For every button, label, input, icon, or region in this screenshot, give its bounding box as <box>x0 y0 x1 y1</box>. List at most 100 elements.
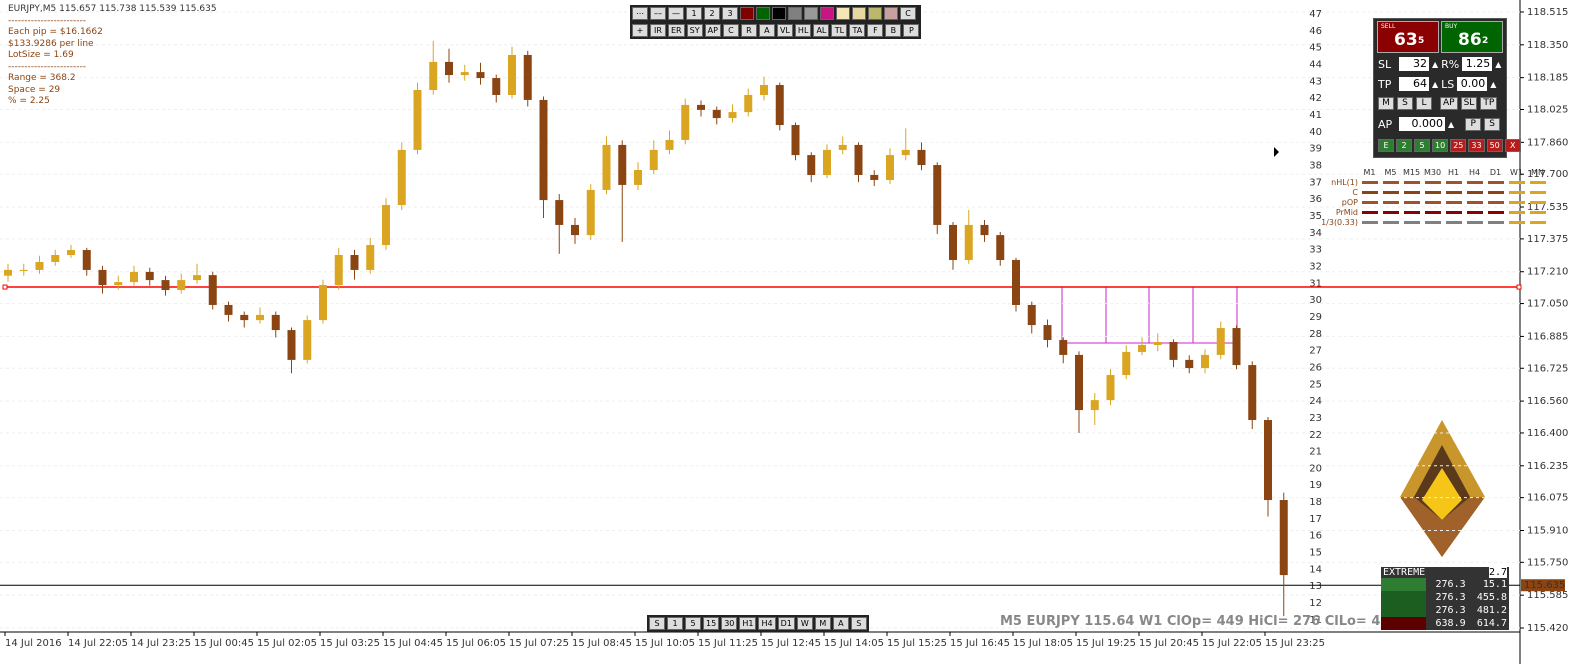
candle-body <box>870 174 879 180</box>
tool-button[interactable]: HL <box>794 24 812 37</box>
panel-button[interactable]: SL <box>1460 97 1478 110</box>
panel-button[interactable]: M <box>1378 97 1394 110</box>
info-line: % = 2.25 <box>8 96 50 106</box>
spinner[interactable]: ▲ <box>1495 59 1502 69</box>
x-tick-label: 15 Jul 02:05 <box>257 638 317 649</box>
timeframe-button[interactable]: A <box>832 617 849 630</box>
width-button[interactable]: 3 <box>722 7 738 20</box>
panel-button[interactable]: S <box>1397 97 1413 110</box>
color-swatch[interactable] <box>836 7 850 20</box>
tool-button[interactable]: TL <box>831 24 848 37</box>
candle-body <box>744 94 753 113</box>
lot-button[interactable]: 10 <box>1432 139 1449 152</box>
tool-button[interactable]: TA <box>849 24 866 37</box>
clear-button[interactable]: C <box>900 7 916 20</box>
pip-scale-label: 30 <box>1309 295 1322 306</box>
candle-body <box>634 170 642 185</box>
timeframe-button[interactable]: H1 <box>739 617 757 630</box>
tool-button[interactable]: B <box>885 24 902 37</box>
lot-button[interactable]: 33 <box>1468 139 1485 152</box>
buy-price: 86 <box>1458 30 1482 50</box>
add-button[interactable]: + <box>632 24 648 37</box>
line-style-button[interactable]: ⋯ <box>632 7 648 20</box>
timeframe-button[interactable]: S <box>649 617 665 630</box>
candle-body <box>791 125 800 156</box>
width-button[interactable]: 1 <box>686 7 702 20</box>
color-swatch[interactable] <box>804 7 818 20</box>
lot-button[interactable]: X <box>1504 139 1521 152</box>
timeframe-button[interactable]: W <box>796 617 813 630</box>
tool-button[interactable]: ER <box>668 24 685 37</box>
spinner[interactable]: ▲ <box>1432 59 1439 69</box>
tf-dash <box>1425 180 1441 184</box>
color-swatch[interactable] <box>756 7 770 20</box>
timeframe-button[interactable]: 5 <box>685 617 701 630</box>
rp-input[interactable]: 1.25 <box>1462 57 1493 71</box>
tf-dash <box>1467 200 1483 204</box>
color-swatch[interactable] <box>868 7 882 20</box>
color-swatch[interactable] <box>852 7 866 20</box>
timeframe-button[interactable]: 30 <box>721 617 738 630</box>
width-button[interactable]: 2 <box>704 7 720 20</box>
color-swatch[interactable] <box>740 7 754 20</box>
tf-header: M1 M5 M15 M30 H1 H4 D1 W1 MN <box>1360 168 1551 177</box>
lot-button[interactable]: 5 <box>1414 139 1430 152</box>
tool-button[interactable]: SY <box>686 24 703 37</box>
tool-button[interactable]: C <box>722 24 739 37</box>
candle-body <box>1106 375 1115 401</box>
color-swatch[interactable] <box>788 7 802 20</box>
panel-button[interactable]: P <box>1465 117 1482 131</box>
tool-button[interactable]: R <box>740 24 757 37</box>
candle-body <box>681 104 690 140</box>
lot-button[interactable]: E <box>1378 139 1394 152</box>
line-style-button[interactable]: –– <box>650 7 666 20</box>
pip-scale-label: 12 <box>1309 598 1322 609</box>
candle-body <box>287 330 296 360</box>
sell-button[interactable]: SELL 63 5 <box>1377 21 1439 53</box>
lot-button[interactable]: 2 <box>1396 139 1412 152</box>
tool-button[interactable]: P <box>903 24 920 37</box>
ap-input[interactable]: 0.000 <box>1399 117 1445 131</box>
tool-button[interactable]: VL <box>776 24 793 37</box>
panel-button[interactable]: AP <box>1440 97 1458 110</box>
panel-button[interactable]: TP <box>1480 97 1498 110</box>
panel-button[interactable]: S <box>1484 117 1501 131</box>
tf-dash <box>1467 210 1483 214</box>
timeframe-button[interactable]: D1 <box>777 617 795 630</box>
x-tick-label: 14 Jul 23:25 <box>131 638 191 649</box>
panel-button[interactable]: L <box>1416 97 1432 110</box>
tp-input[interactable]: 64 <box>1399 77 1429 91</box>
tf-dash <box>1383 200 1399 204</box>
lot-button[interactable]: 25 <box>1450 139 1467 152</box>
timeframe-button[interactable]: S <box>850 617 867 630</box>
spinner[interactable]: ▲ <box>1432 79 1439 89</box>
lot-button[interactable]: 50 <box>1486 139 1503 152</box>
color-swatch[interactable] <box>820 7 834 20</box>
tf-row-label: 1/3(0.33) <box>1321 217 1358 227</box>
tp-row: TP 64 ▲ LS 0.00 ▲ <box>1378 77 1496 91</box>
tf-dash <box>1467 190 1483 194</box>
pip-scale-label: 34 <box>1309 228 1322 239</box>
timeframe-button[interactable]: 15 <box>703 617 720 630</box>
sl-input[interactable]: 32 <box>1399 57 1429 71</box>
candle-body <box>1090 400 1099 411</box>
color-swatch[interactable] <box>884 7 898 20</box>
tf-dash <box>1425 210 1441 214</box>
spinner[interactable]: ▲ <box>1448 119 1455 129</box>
tool-button[interactable]: AP <box>704 24 721 37</box>
timeframe-button[interactable]: M <box>814 617 831 630</box>
ls-input[interactable]: 0.00 <box>1457 77 1488 91</box>
pip-scale-label: 39 <box>1309 144 1322 155</box>
spinner[interactable]: ▲ <box>1490 79 1497 89</box>
tf-header-cell: M15 <box>1402 168 1421 177</box>
sl-row: SL 32 ▲ R% 1.25 ▲ <box>1378 57 1501 71</box>
buy-button[interactable]: BUY 86 2 <box>1441 21 1503 53</box>
tool-button[interactable]: A <box>758 24 775 37</box>
timeframe-button[interactable]: 1 <box>667 617 683 630</box>
timeframe-button[interactable]: H4 <box>758 617 776 630</box>
line-style-button[interactable]: — <box>668 7 684 20</box>
color-swatch[interactable] <box>772 7 786 20</box>
tool-button[interactable]: IR <box>650 24 666 37</box>
tool-button[interactable]: AL <box>813 24 830 37</box>
tool-button[interactable]: F <box>867 24 884 37</box>
